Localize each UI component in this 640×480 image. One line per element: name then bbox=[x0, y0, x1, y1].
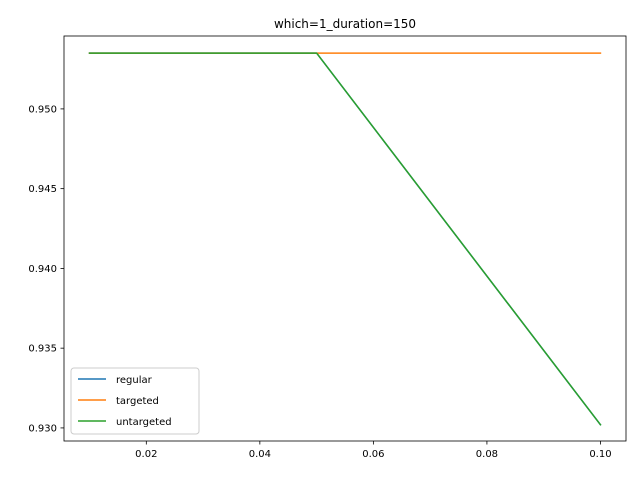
x-tick-label: 0.02 bbox=[135, 449, 157, 460]
series-layer bbox=[88, 52, 602, 426]
legend-label-targeted: targeted bbox=[116, 396, 159, 407]
x-tick-label: 0.04 bbox=[249, 449, 271, 460]
y-tick-label: 0.935 bbox=[28, 344, 57, 355]
legend-label-untargeted: untargeted bbox=[116, 417, 172, 428]
x-tick-label: 0.06 bbox=[362, 449, 384, 460]
y-tick-label: 0.940 bbox=[28, 264, 57, 275]
chart-title: which=1_duration=150 bbox=[274, 17, 416, 31]
legend-label-regular: regular bbox=[116, 375, 153, 386]
x-tick-label: 0.10 bbox=[589, 449, 611, 460]
legend-box bbox=[70, 367, 200, 435]
y-tick-label: 0.950 bbox=[28, 104, 57, 115]
y-tick-label: 0.945 bbox=[28, 184, 57, 195]
series-line-untargeted bbox=[88, 52, 602, 426]
x-tick-label: 0.08 bbox=[476, 449, 498, 460]
axes-layer: 0.02 0.04 0.06 0.08 0.10 0.930 0.935 0.940 0.945… bbox=[28, 35, 627, 460]
legend: regular targeted untargeted bbox=[70, 367, 200, 435]
axes-frame bbox=[63, 35, 627, 442]
y-tick-label: 0.930 bbox=[28, 423, 57, 434]
